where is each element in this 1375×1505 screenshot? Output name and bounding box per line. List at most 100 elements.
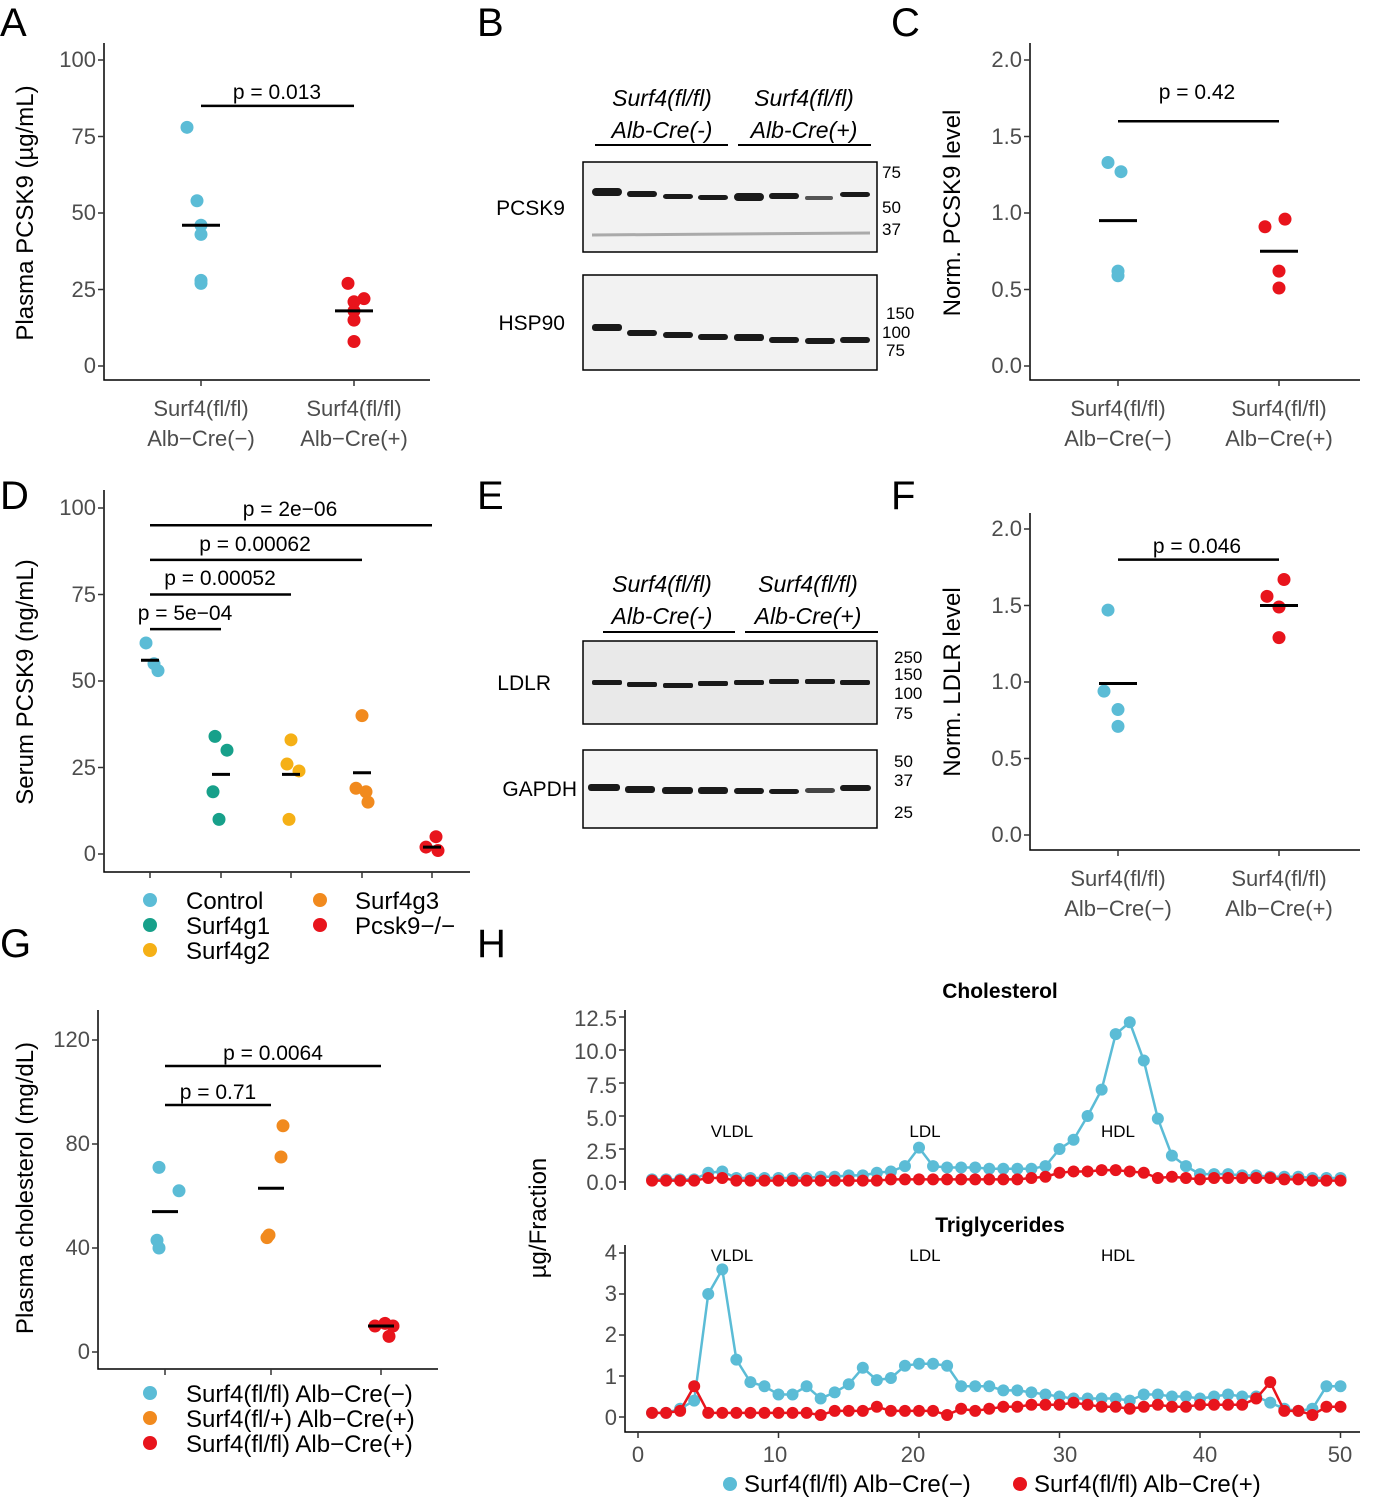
series-point: [1067, 1165, 1080, 1178]
mw-marker: 50: [882, 198, 901, 217]
band: [805, 196, 833, 200]
series-point: [1179, 1172, 1192, 1185]
legend-label: Surf4g3: [355, 888, 439, 915]
series-point: [1334, 1174, 1347, 1187]
series-point: [1165, 1400, 1178, 1413]
series-point: [1095, 1164, 1108, 1177]
series-point: [983, 1380, 996, 1393]
band: [627, 330, 657, 336]
panel-c-ytick: 0.0: [991, 353, 1022, 378]
series-point: [1165, 1390, 1178, 1403]
series-point: [913, 1404, 925, 1417]
panel-g: Plasma cholesterol (mg/dL) 0 40 80 120 p…: [12, 1027, 415, 1458]
panel-h-ytick: 2.5: [586, 1139, 617, 1164]
series-point: [660, 1174, 673, 1187]
blot-b-header-2: Surf4(fl/fl): [754, 85, 854, 111]
legend-label: Pcsk9−/−: [355, 913, 455, 940]
series-point: [927, 1173, 940, 1186]
data-point: [349, 781, 363, 795]
series-point: [1025, 1172, 1038, 1185]
mw-marker: 75: [882, 163, 901, 182]
series-point: [955, 1380, 968, 1393]
panel-f-ytick: 0.5: [991, 746, 1022, 771]
series-point: [1292, 1404, 1305, 1417]
mw-marker: 37: [882, 220, 901, 239]
series-point: [1039, 1398, 1052, 1411]
series-point: [1151, 1398, 1164, 1411]
series-point: [1053, 1398, 1066, 1411]
blot-hsp90-bands: [592, 324, 870, 344]
panel-d-legend: Control Surf4g1 Surf4g2 Surf4g3 Pcsk9−/−: [143, 888, 455, 965]
series-point: [1025, 1398, 1038, 1411]
band: [627, 191, 657, 197]
panel-c-xtick-1: Surf4(fl/fl): [1070, 396, 1165, 421]
series-point: [730, 1353, 743, 1366]
band: [627, 682, 657, 687]
legend-dot-wt: [143, 1386, 157, 1400]
panel-c: Norm. PCSK9 level 0.0 0.5 1.0 1.5 2.0 Su…: [939, 47, 1333, 451]
series-point: [1123, 1016, 1136, 1029]
panel-letter-f: F: [891, 474, 915, 518]
series-point: [983, 1162, 996, 1175]
panel-c-ylabel: Norm. PCSK9 level: [939, 110, 966, 317]
data-point: [347, 295, 361, 309]
series-point: [1264, 1376, 1277, 1389]
panel-a: Plasma PCSK9 (µg/mL) 0 25 50 75 100 Surf…: [12, 47, 408, 451]
panel-letter-h: H: [477, 922, 506, 966]
series-point: [1081, 1165, 1094, 1178]
series-point: [744, 1174, 757, 1187]
panel-d-ytick: 50: [72, 668, 96, 693]
band: [625, 786, 655, 793]
peak-label-vldl: VLDL: [711, 1122, 754, 1141]
data-point: [357, 292, 371, 306]
blot-label-gapdh: GAPDH: [502, 778, 577, 801]
panel-h-ytick: 12.5: [574, 1006, 617, 1031]
mw-marker: 75: [894, 704, 913, 723]
panel-d-ytick: 100: [59, 495, 96, 520]
series-point: [941, 1408, 954, 1421]
panel-h-xtick: 20: [901, 1442, 925, 1467]
series-point: [772, 1174, 785, 1187]
panel-a-xtick-2: Surf4(fl/fl): [306, 396, 401, 421]
panel-d-pvalue: p = 0.00052: [164, 567, 276, 590]
series-point: [955, 1173, 968, 1186]
panel-h-xtick: 50: [1328, 1442, 1352, 1467]
series-point: [1151, 1112, 1164, 1125]
series-point: [1109, 1028, 1122, 1041]
series-point: [674, 1404, 687, 1417]
panel-h-ylabel: µg/Fraction: [525, 1158, 552, 1279]
legend-dot-surf4g3: [313, 893, 327, 907]
series-point: [828, 1174, 841, 1187]
mw-marker: 25: [894, 803, 913, 822]
series-point: [1011, 1400, 1024, 1413]
series-point: [898, 1359, 911, 1372]
series-point: [913, 1173, 925, 1186]
band: [592, 188, 622, 196]
data-point: [347, 313, 361, 327]
data-point: [1111, 269, 1125, 283]
panel-a-axes: [103, 43, 430, 381]
panel-a-ytick: 25: [72, 277, 96, 302]
series-point: [1165, 1170, 1178, 1183]
panel-g-ylabel: Plasma cholesterol (mg/dL): [12, 1042, 39, 1334]
data-point: [382, 1329, 396, 1343]
data-point: [1272, 600, 1286, 614]
data-point: [194, 227, 208, 241]
series-point: [870, 1400, 883, 1413]
panel-f-xtick-1: Surf4(fl/fl): [1070, 866, 1165, 891]
series-point: [758, 1406, 771, 1419]
data-point: [260, 1231, 274, 1245]
panel-g-pvalue: p = 0.0064: [223, 1042, 323, 1065]
series-point: [1151, 1388, 1164, 1401]
panel-g-pvalue: p = 0.71: [180, 1081, 256, 1104]
blot-pcsk9-bands: [592, 188, 870, 201]
data-point: [152, 1160, 166, 1174]
panel-letter-a: A: [0, 1, 27, 45]
panel-a-xtick-1: Surf4(fl/fl): [153, 396, 248, 421]
series-point: [1123, 1165, 1136, 1178]
data-point: [194, 276, 208, 290]
panel-a-ytick: 75: [72, 124, 96, 149]
series-point: [927, 1160, 940, 1173]
series-point: [674, 1174, 687, 1187]
data-point: [1272, 281, 1286, 295]
